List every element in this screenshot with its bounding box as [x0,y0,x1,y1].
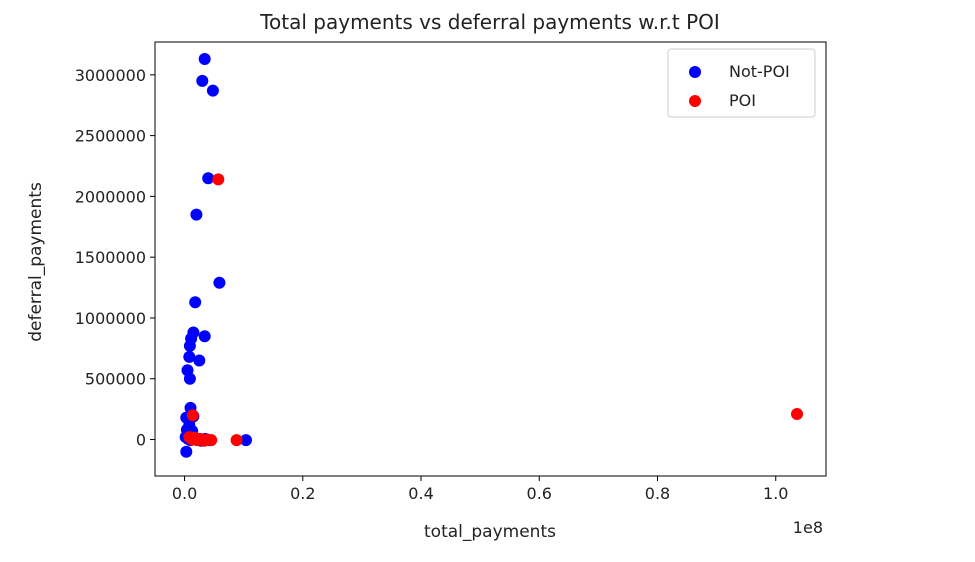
point-not-poi [189,296,202,309]
point-not-poi [193,354,206,367]
y-tick-label: 0 [136,431,146,450]
x-tick-label: 0.6 [527,484,552,503]
y-tick-label: 2500000 [75,127,146,146]
x-axis-offset-label: 1e8 [793,518,823,537]
y-tick-label: 1500000 [75,248,146,267]
point-not-poi [196,74,209,87]
point-poi [212,173,225,186]
point-not-poi [183,372,196,385]
point-not-poi [213,276,226,289]
x-tick-label: 1.0 [763,484,788,503]
y-tick-label: 2000000 [75,187,146,206]
point-not-poi [206,84,219,97]
x-tick-label: 0.2 [290,484,315,503]
y-axis-title: deferral_payments [26,182,46,342]
y-tick-label: 1000000 [75,309,146,328]
legend-marker-poi [689,95,701,107]
legend-box [667,48,816,118]
point-poi [230,434,243,447]
chart-title: Total payments vs deferral payments w.r.… [259,10,720,34]
points-layer [179,53,803,458]
point-not-poi [240,434,252,447]
point-not-poi [183,339,196,352]
legend-marker-not-poi [689,66,701,78]
point-not-poi [198,330,211,343]
legend-label-poi: POI [729,91,756,110]
y-tick-label: 500000 [85,370,146,389]
x-axis: 0.0 0.2 0.4 0.6 0.8 1.0 [172,476,788,503]
x-tick-label: 0.4 [408,484,433,503]
point-not-poi [180,445,193,458]
legend-label-not-poi: Not-POI [729,62,790,81]
point-not-poi [198,53,211,65]
point-not-poi [190,208,203,221]
y-tick-label: 3000000 [75,66,146,85]
point-not-poi [202,172,215,185]
plot-frame [154,41,827,477]
x-tick-label: 0.8 [645,484,670,503]
legend: Not-POI POI [667,48,816,118]
point-poi [791,408,803,420]
x-tick-label: 0.0 [172,484,197,503]
x-axis-title: total_payments [424,522,556,542]
point-not-poi [183,350,196,363]
y-axis: 0 500000 1000000 1500000 2000000 2500000 30000… [75,66,155,450]
point-poi [205,434,218,447]
point-poi [186,409,199,422]
